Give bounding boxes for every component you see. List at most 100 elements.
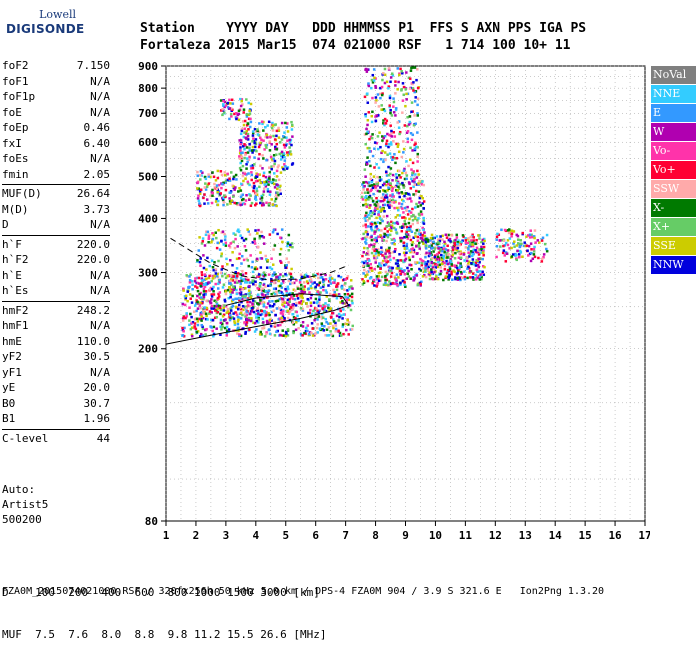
echo-point	[447, 276, 451, 280]
echo-point	[245, 113, 249, 116]
echo-point	[271, 124, 275, 127]
echo-point	[228, 179, 232, 182]
echo-point	[239, 168, 243, 172]
echo-point	[374, 236, 378, 240]
echo-point	[234, 186, 237, 189]
echo-point	[382, 159, 386, 162]
echo-point	[517, 255, 521, 259]
echo-point	[245, 163, 248, 166]
echo-point	[442, 278, 445, 282]
echo-point	[410, 215, 413, 218]
echo-point	[396, 143, 400, 146]
echo-point	[289, 306, 293, 309]
echo-point	[226, 288, 230, 292]
echo-point	[428, 252, 431, 255]
echo-point	[205, 306, 209, 310]
echo-point	[423, 231, 426, 234]
echo-point	[379, 271, 382, 274]
echo-point	[290, 267, 293, 271]
echo-point	[245, 311, 248, 314]
echo-point	[280, 310, 283, 314]
echo-point	[391, 173, 395, 177]
echo-point	[206, 202, 210, 205]
echo-point	[389, 141, 393, 144]
echo-point	[406, 233, 410, 236]
echo-point	[211, 237, 215, 241]
echo-point	[211, 265, 215, 269]
echo-point	[543, 242, 547, 246]
echo-point	[301, 325, 305, 328]
echo-point	[230, 283, 233, 287]
echo-point	[259, 201, 262, 205]
legend-item-vo: Vo+	[651, 161, 696, 179]
echo-point	[465, 256, 469, 259]
echo-point	[255, 175, 259, 179]
echo-point	[445, 271, 449, 275]
echo-point	[286, 139, 289, 142]
echo-point	[518, 245, 522, 249]
echo-point	[226, 105, 230, 109]
echo-point	[381, 254, 384, 257]
echo-point	[286, 241, 290, 244]
echo-point	[335, 314, 339, 318]
echo-point	[371, 247, 375, 251]
echo-point	[301, 320, 305, 324]
echo-point	[242, 171, 245, 175]
echo-point	[414, 189, 418, 193]
echo-point	[247, 318, 250, 322]
echo-point	[393, 185, 397, 189]
echo-point	[392, 100, 396, 104]
echo-point	[387, 224, 391, 228]
echo-point	[190, 322, 193, 325]
echo-point	[241, 304, 245, 308]
echo-point	[202, 312, 206, 315]
echo-point	[470, 235, 474, 238]
echo-point	[401, 216, 404, 219]
echo-point	[238, 166, 242, 170]
echo-point	[216, 311, 220, 314]
echo-point	[269, 155, 273, 159]
x-tick-label: 1	[163, 529, 170, 542]
echo-point	[193, 304, 197, 307]
echo-point	[385, 180, 389, 183]
muf-row: MUF 7.5 7.6 8.0 8.8 9.8 11.2 15.5 26.6 […	[2, 628, 327, 641]
echo-point	[236, 281, 239, 284]
echo-point	[285, 257, 289, 260]
echo-point	[422, 222, 426, 225]
echo-point	[250, 149, 254, 152]
echo-point	[265, 320, 269, 323]
echo-point	[399, 236, 402, 240]
echo-point	[193, 317, 197, 321]
echo-point	[254, 130, 258, 133]
echo-point	[215, 184, 219, 187]
x-tick-label: 14	[549, 529, 563, 542]
echo-point	[268, 233, 272, 236]
echo-point	[251, 279, 254, 282]
echo-point	[393, 250, 396, 253]
echo-point	[288, 300, 291, 304]
param-value: 30.7	[83, 396, 111, 410]
echo-point	[471, 276, 475, 279]
echo-point	[370, 269, 374, 273]
echo-point	[243, 172, 247, 176]
echo-point	[233, 281, 237, 284]
echo-point	[283, 155, 286, 159]
echo-point	[392, 251, 395, 254]
echo-point	[371, 110, 374, 114]
echo-point	[327, 284, 330, 287]
echo-point	[271, 263, 275, 266]
echo-point	[262, 236, 266, 239]
echo-point	[457, 256, 461, 260]
echo-point	[414, 206, 417, 209]
echo-point	[255, 193, 259, 196]
echo-point	[416, 169, 419, 173]
echo-point	[515, 244, 519, 247]
echo-point	[221, 113, 224, 117]
echo-point	[219, 271, 223, 275]
echo-point	[380, 85, 384, 89]
echo-point	[456, 277, 459, 280]
echo-point	[402, 151, 405, 154]
echo-point	[255, 328, 258, 331]
echo-point	[325, 328, 329, 331]
echo-point	[257, 273, 261, 276]
